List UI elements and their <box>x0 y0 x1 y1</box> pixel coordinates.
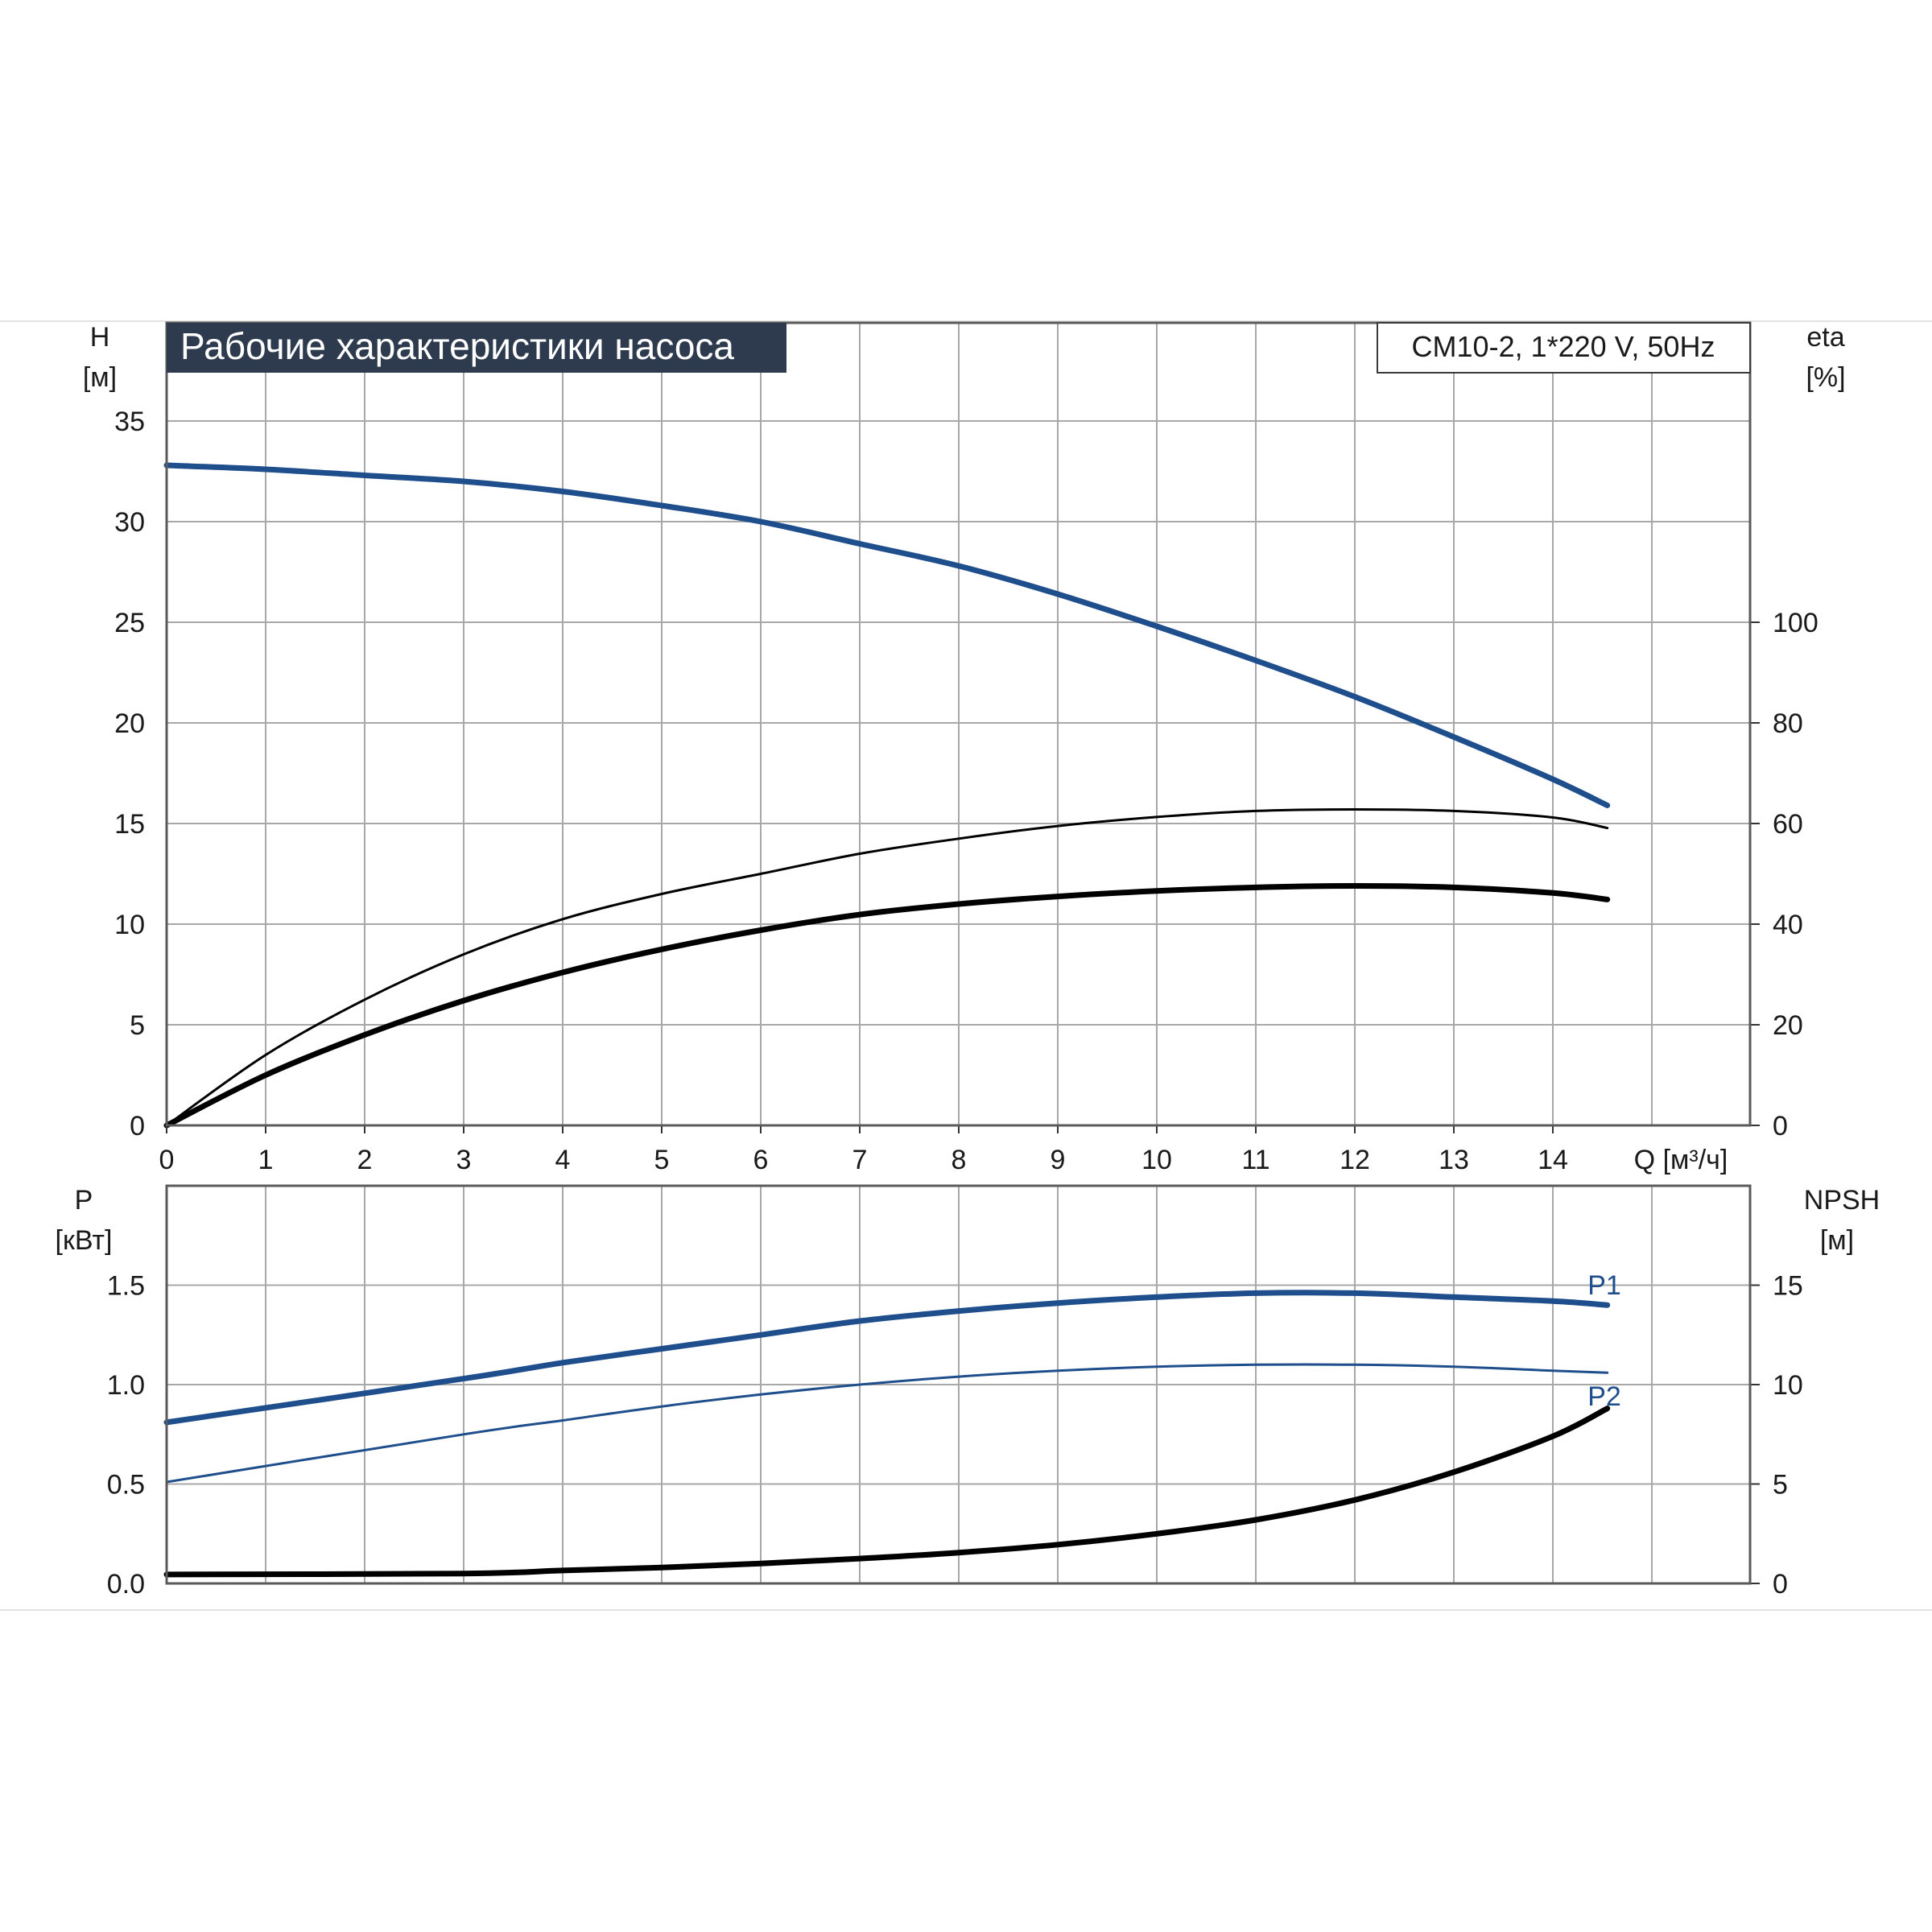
top-left-tick-label: 15 <box>114 809 145 840</box>
bottom-right-axis-label: NPSH <box>1804 1185 1880 1216</box>
x-tick-label: 5 <box>654 1145 670 1175</box>
model-label: CM10-2, 1*220 V, 50Hz <box>1412 330 1715 363</box>
top-left-tick-label: 20 <box>114 708 145 739</box>
x-tick-label: 8 <box>952 1145 967 1175</box>
top-left-axis-label: H <box>90 322 110 353</box>
bottom-left-tick-label: 0.0 <box>107 1569 145 1600</box>
top-chart-grid <box>167 323 1750 1125</box>
x-tick-label: 2 <box>357 1145 373 1175</box>
x-tick-label: 4 <box>555 1145 571 1175</box>
bottom-series-2-curve <box>163 1406 1611 1578</box>
top-right-axis-unit: [%] <box>1806 362 1845 393</box>
top-right-tick-label: 100 <box>1773 608 1818 638</box>
bottom-right-tick-label: 5 <box>1773 1470 1788 1501</box>
top-left-tick-label: 10 <box>114 910 145 940</box>
top-left-tick-label: 25 <box>114 608 145 638</box>
top-left-tick-label: 5 <box>130 1010 145 1041</box>
top-right-tick-label: 80 <box>1773 708 1803 739</box>
bottom-chart-frame <box>165 1184 1752 1585</box>
model-label-box <box>1377 322 1751 374</box>
bottom-left-axis-label: P <box>75 1185 93 1216</box>
top-right-tick-label: 60 <box>1773 809 1803 840</box>
x-tick-label: 6 <box>753 1145 769 1175</box>
x-tick-label: 9 <box>1051 1145 1066 1175</box>
top-right-tick-label: 0 <box>1773 1111 1788 1141</box>
top-right-tick-label: 20 <box>1773 1010 1803 1041</box>
series-label-p2: P2 <box>1587 1381 1621 1412</box>
x-tick-label: 12 <box>1340 1145 1370 1175</box>
top-series-0-curve <box>163 462 1611 808</box>
top-series-1-curve <box>165 808 1609 1127</box>
x-tick-label: 11 <box>1241 1145 1269 1175</box>
bottom-left-axis-unit: [кВт] <box>56 1225 113 1256</box>
x-tick-label: 0 <box>159 1145 175 1175</box>
bottom-right-axis-unit: [м] <box>1820 1225 1854 1256</box>
bottom-left-tick-label: 0.5 <box>107 1470 145 1501</box>
x-tick-label: 14 <box>1538 1145 1568 1175</box>
x-tick-label: 1 <box>258 1145 274 1175</box>
top-series-2-curve <box>163 883 1611 1129</box>
top-left-tick-label: 35 <box>114 407 145 437</box>
top-right-tick-label: 40 <box>1773 910 1803 940</box>
x-tick-label: 7 <box>852 1145 868 1175</box>
bottom-series-1-curve <box>165 1363 1609 1484</box>
chart-tick-labels: 0 1 2 3 4 5 6 7 8 9 10 11 12 13 1405101520253035020406… <box>107 407 1818 1600</box>
bottom-series-0-curve <box>163 1290 1611 1426</box>
series-label-p1: P1 <box>1587 1270 1621 1301</box>
bottom-left-tick-label: 1.5 <box>107 1271 145 1302</box>
chart-curves <box>163 462 1611 1578</box>
bottom-right-tick-label: 15 <box>1773 1271 1803 1302</box>
x-tick-label: 13 <box>1439 1145 1469 1175</box>
top-chart-frame <box>165 321 1752 1127</box>
top-left-tick-label: 0 <box>130 1111 145 1141</box>
chart-title: Рабочие характеристики насоса <box>180 325 734 367</box>
x-tick-label: 10 <box>1141 1145 1172 1175</box>
top-left-tick-label: 30 <box>114 507 145 538</box>
bottom-right-tick-label: 0 <box>1773 1569 1788 1600</box>
bottom-left-tick-label: 1.0 <box>107 1370 145 1401</box>
x-axis-label: Q [м³/ч] <box>1634 1145 1728 1175</box>
title-banner <box>167 323 786 373</box>
top-left-axis-unit: [м] <box>83 362 117 393</box>
x-tick-label: 3 <box>456 1145 472 1175</box>
top-right-axis-label: eta <box>1806 322 1844 353</box>
bottom-right-tick-label: 10 <box>1773 1370 1803 1401</box>
